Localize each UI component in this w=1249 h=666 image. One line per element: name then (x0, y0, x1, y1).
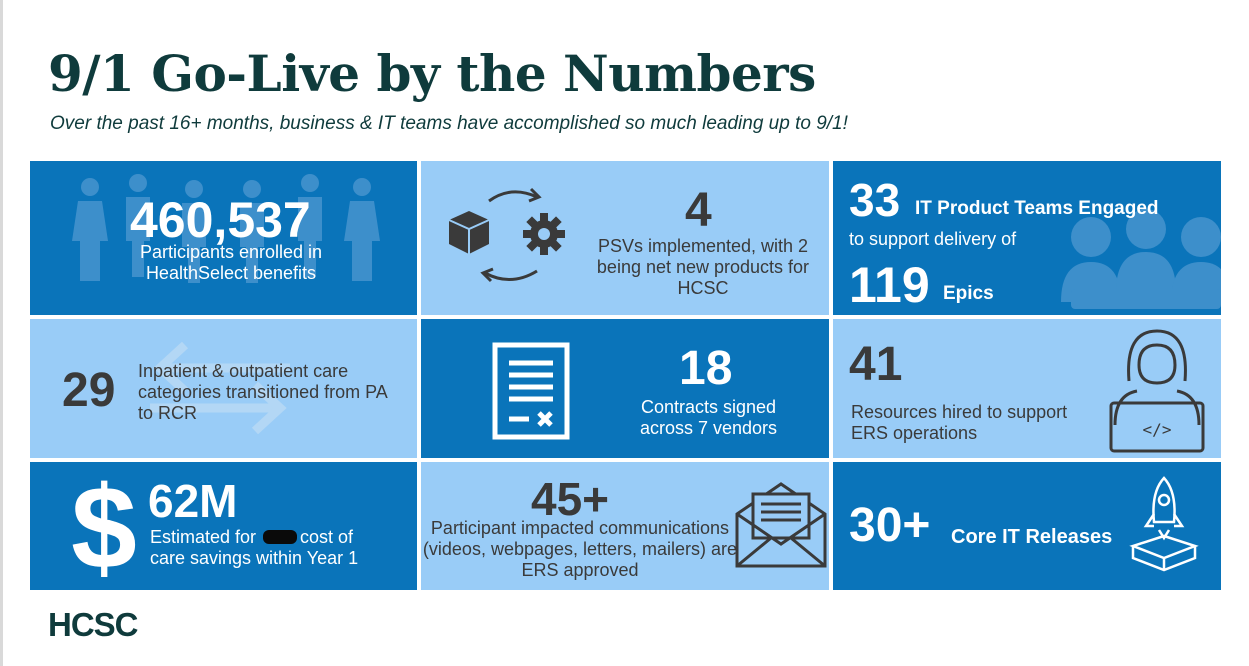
team-meeting-icon (1061, 209, 1221, 309)
releases-number: 30+ (849, 499, 931, 552)
developer-laptop-icon: </> (1109, 329, 1205, 453)
communications-number: 45+ (531, 473, 610, 525)
releases-label: Core IT Releases (951, 526, 1113, 548)
page-edge (0, 0, 3, 666)
savings-text-line1: Estimated for (150, 527, 299, 548)
categories-number: 29 (62, 364, 116, 417)
tile-psvs: 4 PSVs implemented, with 2 being net new… (421, 161, 829, 315)
contract-document-icon (492, 342, 570, 440)
teams-number: 33 (849, 174, 901, 226)
resources-text: Resources hired to support ERS operation… (851, 402, 1068, 443)
page-subtitle: Over the past 16+ months, business & IT … (50, 113, 848, 134)
savings-number: 62M (148, 475, 238, 527)
teams-epics-number: 119 (849, 257, 930, 313)
tile-releases: 30+ Core IT Releases (833, 462, 1221, 590)
dollar-sign-icon: $ (71, 470, 137, 582)
tile-participants: 460,537 Participants enrolled in HealthS… (30, 161, 417, 315)
page-title: 9/1 Go-Live by the Numbers (48, 44, 816, 103)
box-gear-cycle-icon (448, 187, 565, 283)
rocket-box-icon (1129, 476, 1199, 572)
participants-text: Participants enrolled in HealthSelect be… (139, 242, 323, 283)
contracts-text: Contracts signed across 7 vendors (639, 397, 778, 438)
envelope-letter-icon (735, 482, 827, 568)
tile-resources: </> 41 Resources hired to support ERS op… (833, 319, 1221, 458)
resources-number: 41 (849, 338, 903, 391)
categories-text: Inpatient & outpatient care categories t… (138, 361, 387, 423)
communications-text: Participant impacted communications (vid… (422, 518, 738, 580)
tile-contracts: 18 Contracts signed across 7 vendors (421, 319, 829, 458)
teams-label: IT Product Teams Engaged (915, 198, 1159, 219)
tile-categories: 29 Inpatient & outpatient care categorie… (30, 319, 417, 458)
teams-epics-label: Epics (943, 283, 994, 304)
psvs-number: 4 (685, 184, 712, 237)
svg-text:$: $ (71, 470, 137, 582)
svg-text:</>: </> (1143, 420, 1172, 439)
swap-arrows-icon (150, 341, 290, 435)
psvs-text: PSVs implemented, with 2 being net new p… (596, 236, 810, 298)
contracts-number: 18 (679, 342, 733, 395)
participants-number: 460,537 (130, 192, 311, 248)
tile-communications: 45+ Participant impacted communications … (421, 462, 829, 590)
tile-savings: $ 62M Estimated for cost of care savings… (30, 462, 417, 590)
savings-text-before: Estimated for (150, 527, 257, 547)
redaction-mark (263, 530, 298, 544)
savings-text-after: cost of care savings within Year 1 (150, 527, 359, 568)
tile-teams: 33 IT Product Teams Engaged to support d… (833, 161, 1221, 315)
people-icon (72, 174, 380, 283)
hcsc-logo: HCSC (48, 606, 139, 643)
teams-text: to support delivery of (849, 229, 1017, 249)
